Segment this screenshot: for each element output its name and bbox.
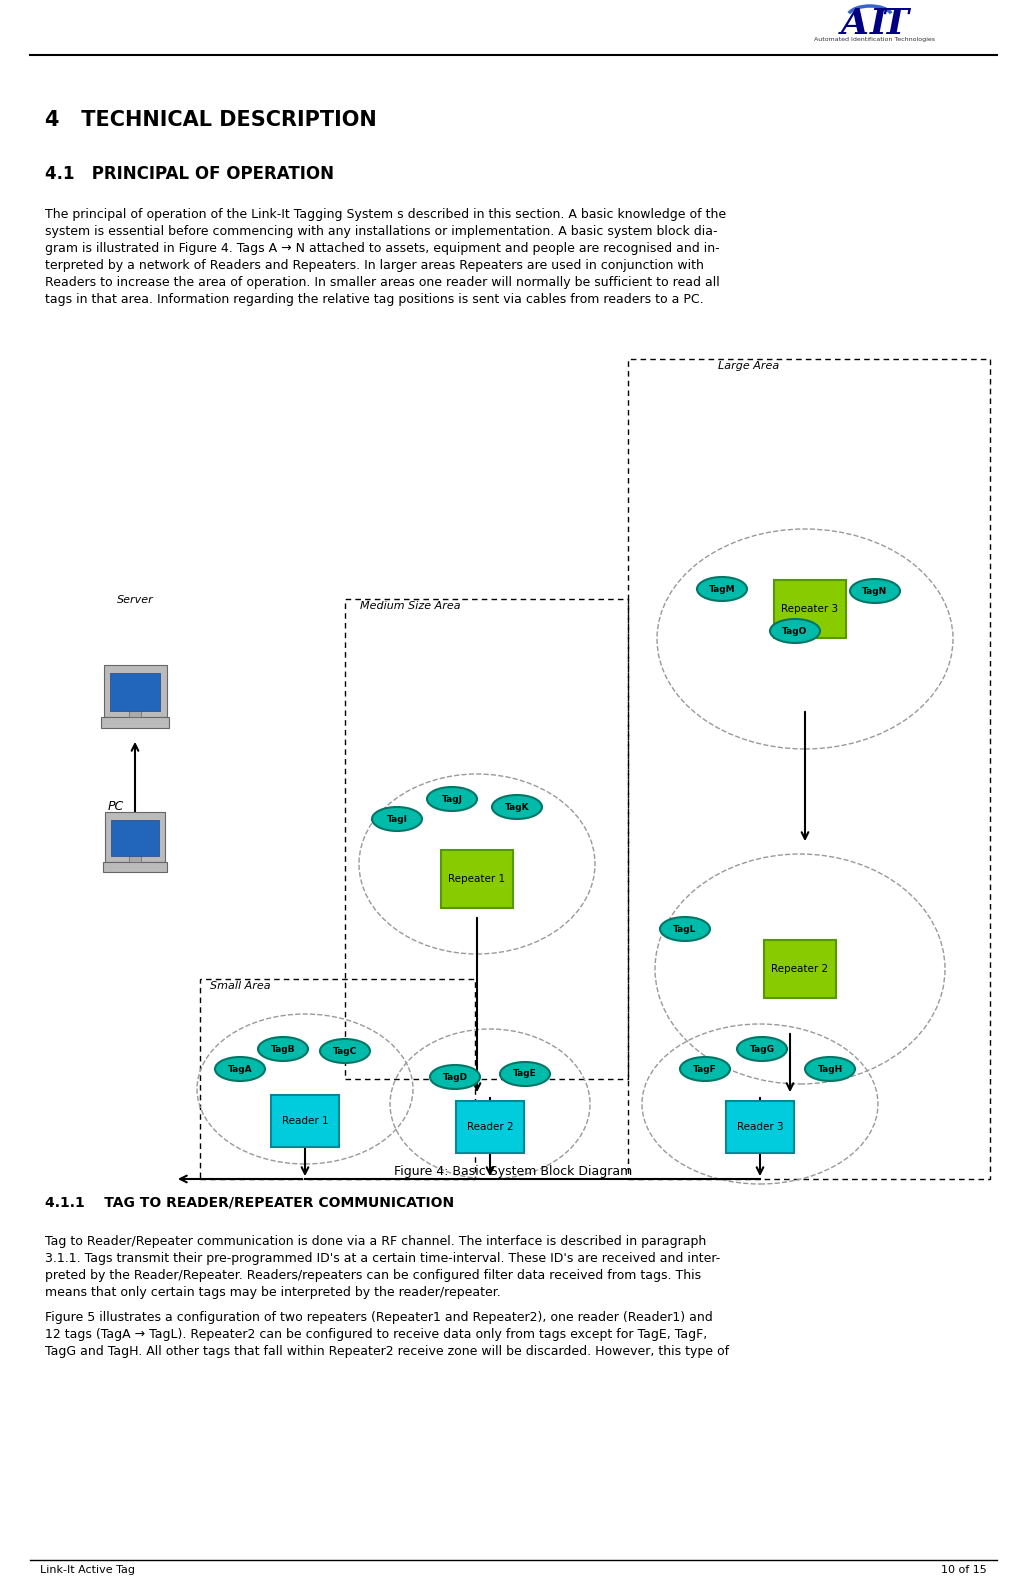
Text: TagL: TagL (674, 924, 696, 933)
Bar (102, 717, 168, 728)
Bar (200, 979, 476, 1180)
Text: TagK: TagK (504, 802, 529, 812)
Bar (345, 598, 627, 1078)
Text: I: I (870, 6, 886, 41)
Text: TagG and TagH. All other tags that fall within Repeater2 receive zone will be di: TagG and TagH. All other tags that fall … (45, 1345, 729, 1358)
Ellipse shape (492, 794, 542, 820)
Ellipse shape (320, 1039, 370, 1063)
Ellipse shape (697, 576, 747, 602)
Text: gram is illustrated in Figure 4. Tags A → N attached to assets, equipment and pe: gram is illustrated in Figure 4. Tags A … (45, 242, 720, 254)
Text: T: T (881, 6, 909, 41)
Text: Medium Size Area: Medium Size Area (360, 602, 461, 611)
Text: TagO: TagO (783, 627, 807, 635)
Text: Repeater 1: Repeater 1 (449, 875, 505, 884)
Bar (128, 709, 142, 717)
Text: Reader 1: Reader 1 (281, 1116, 329, 1126)
Text: TagA: TagA (228, 1064, 253, 1074)
Bar (111, 820, 159, 856)
Text: Reader 3: Reader 3 (736, 1123, 784, 1132)
Text: TagM: TagM (709, 584, 735, 594)
Text: terpreted by a network of Readers and Repeaters. In larger areas Repeaters are u: terpreted by a network of Readers and Re… (45, 259, 703, 272)
Text: 10 of 15: 10 of 15 (942, 1565, 987, 1574)
Text: Large Area: Large Area (718, 362, 779, 371)
Text: Tag to Reader/Repeater communication is done via a RF channel. The interface is : Tag to Reader/Repeater communication is … (45, 1235, 707, 1247)
Text: PC: PC (108, 801, 124, 813)
Bar (774, 579, 846, 638)
Bar (103, 862, 167, 872)
Bar (627, 358, 990, 1180)
Text: The principal of operation of the Link-It Tagging System s described in this sec: The principal of operation of the Link-I… (45, 208, 726, 221)
Ellipse shape (737, 1037, 787, 1061)
Text: Link-It Active Tag: Link-It Active Tag (40, 1565, 135, 1574)
Bar (110, 673, 160, 711)
Text: TagF: TagF (693, 1064, 717, 1074)
Text: TagC: TagC (333, 1047, 357, 1055)
Ellipse shape (660, 917, 710, 941)
Bar (105, 812, 165, 862)
Text: 3.1.1. Tags transmit their pre-programmed ID's at a certain time-interval. These: 3.1.1. Tags transmit their pre-programme… (45, 1252, 720, 1265)
Bar (104, 665, 166, 717)
Bar (726, 1101, 794, 1153)
Text: Figure 5 illustrates a configuration of two repeaters (Repeater1 and Repeater2),: Figure 5 illustrates a configuration of … (45, 1311, 713, 1325)
Text: Figure 4: Basic System Block Diagram: Figure 4: Basic System Block Diagram (394, 1165, 633, 1178)
Ellipse shape (680, 1056, 730, 1082)
Ellipse shape (372, 807, 422, 831)
Text: means that only certain tags may be interpreted by the reader/repeater.: means that only certain tags may be inte… (45, 1285, 501, 1300)
Bar (129, 854, 141, 862)
Bar (441, 850, 514, 908)
Ellipse shape (770, 619, 820, 643)
Text: A: A (841, 6, 869, 41)
Text: tags in that area. Information regarding the relative tag positions is sent via : tags in that area. Information regarding… (45, 294, 703, 306)
Text: preted by the Reader/Repeater. Readers/repeaters can be configured filter data r: preted by the Reader/Repeater. Readers/r… (45, 1270, 701, 1282)
Ellipse shape (805, 1056, 855, 1082)
Text: Reader 2: Reader 2 (466, 1123, 514, 1132)
Text: Server: Server (117, 595, 153, 605)
Text: TagN: TagN (863, 586, 887, 595)
Text: 12 tags (TagA → TagL). Repeater2 can be configured to receive data only from tag: 12 tags (TagA → TagL). Repeater2 can be … (45, 1328, 708, 1341)
Text: TagB: TagB (271, 1044, 295, 1053)
Text: Readers to increase the area of operation. In smaller areas one reader will norm: Readers to increase the area of operatio… (45, 276, 720, 289)
Ellipse shape (850, 579, 900, 603)
Ellipse shape (427, 786, 477, 812)
Bar (271, 1094, 339, 1146)
Text: 4   TECHNICAL DESCRIPTION: 4 TECHNICAL DESCRIPTION (45, 111, 377, 129)
Text: 4.1   PRINCIPAL OF OPERATION: 4.1 PRINCIPAL OF OPERATION (45, 164, 334, 183)
Text: TagD: TagD (443, 1072, 467, 1082)
Text: Automated Identification Technologies: Automated Identification Technologies (814, 38, 936, 43)
Text: TagE: TagE (514, 1069, 537, 1078)
Text: Repeater 3: Repeater 3 (782, 605, 839, 614)
Text: Repeater 2: Repeater 2 (771, 965, 829, 974)
Text: TagH: TagH (817, 1064, 842, 1074)
Ellipse shape (258, 1037, 308, 1061)
Ellipse shape (430, 1064, 480, 1090)
Text: TagG: TagG (750, 1044, 774, 1053)
Bar (456, 1101, 524, 1153)
Text: TagJ: TagJ (442, 794, 462, 804)
Text: 4.1.1    TAG TO READER/REPEATER COMMUNICATION: 4.1.1 TAG TO READER/REPEATER COMMUNICATI… (45, 1195, 454, 1210)
Ellipse shape (500, 1063, 550, 1086)
Text: system is essential before commencing with any installations or implementation. : system is essential before commencing wi… (45, 224, 718, 238)
Bar (764, 940, 836, 998)
Text: TagI: TagI (386, 815, 408, 824)
Ellipse shape (215, 1056, 265, 1082)
Text: Small Area: Small Area (210, 981, 271, 992)
